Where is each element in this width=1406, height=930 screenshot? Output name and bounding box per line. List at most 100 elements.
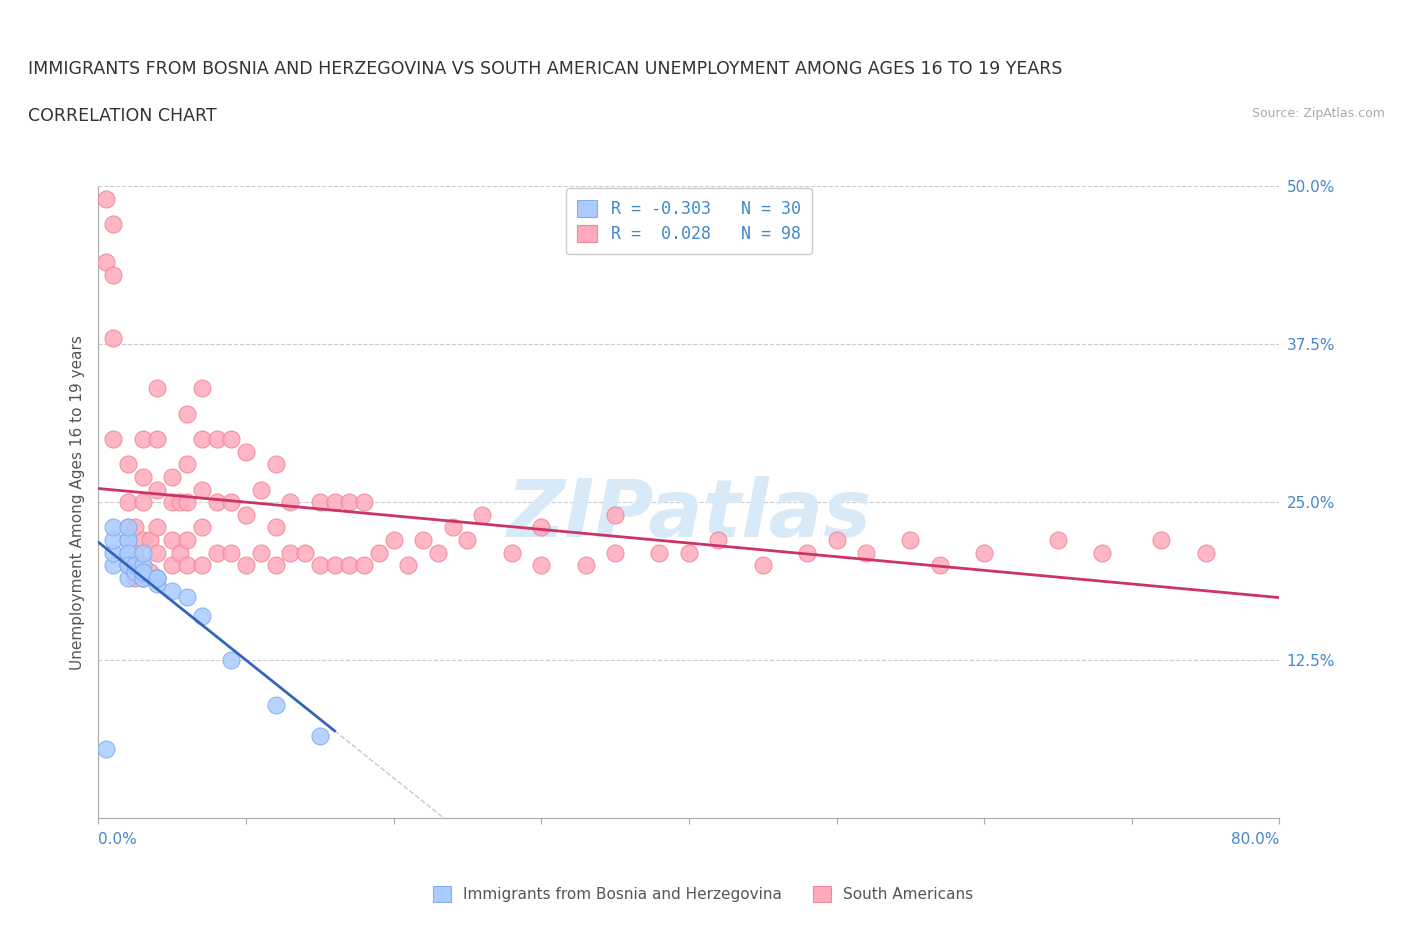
Point	[235, 558, 257, 573]
Point	[323, 495, 346, 510]
Point	[132, 565, 155, 579]
Point	[456, 533, 478, 548]
Point	[117, 520, 139, 535]
Point	[132, 558, 155, 573]
Point	[162, 495, 183, 510]
Point	[264, 457, 287, 472]
Point	[132, 565, 155, 579]
Text: CORRELATION CHART: CORRELATION CHART	[28, 107, 217, 125]
Point	[278, 495, 302, 510]
Point	[219, 495, 242, 510]
Point	[441, 520, 464, 535]
Point	[605, 545, 627, 560]
Point	[235, 508, 257, 523]
Text: ZIPatlas: ZIPatlas	[506, 476, 872, 554]
Point	[900, 533, 922, 548]
Point	[103, 545, 125, 560]
Point	[264, 520, 287, 535]
Point	[94, 741, 117, 756]
Point	[117, 520, 139, 535]
Point	[117, 545, 139, 560]
Point	[191, 381, 214, 396]
Point	[309, 558, 332, 573]
Point	[191, 608, 214, 623]
Point	[1150, 533, 1173, 548]
Point	[117, 545, 139, 560]
Point	[707, 533, 730, 548]
Point	[162, 583, 183, 598]
Point	[146, 571, 169, 586]
Point	[132, 571, 155, 586]
Point	[337, 558, 360, 573]
Point	[103, 432, 125, 446]
Point	[501, 545, 523, 560]
Point	[264, 558, 287, 573]
Point	[132, 558, 155, 573]
Point	[169, 545, 191, 560]
Point	[191, 558, 214, 573]
Point	[855, 545, 877, 560]
Y-axis label: Unemployment Among Ages 16 to 19 years: Unemployment Among Ages 16 to 19 years	[69, 335, 84, 670]
Text: 0.0%: 0.0%	[98, 832, 138, 847]
Point	[205, 495, 228, 510]
Point	[124, 545, 146, 560]
Point	[1046, 533, 1069, 548]
Point	[176, 495, 198, 510]
Point	[146, 482, 169, 497]
Point	[117, 533, 139, 548]
Point	[353, 495, 375, 510]
Point	[219, 432, 242, 446]
Point	[176, 406, 198, 421]
Point	[146, 577, 169, 591]
Text: IMMIGRANTS FROM BOSNIA AND HERZEGOVINA VS SOUTH AMERICAN UNEMPLOYMENT AMONG AGES: IMMIGRANTS FROM BOSNIA AND HERZEGOVINA V…	[28, 60, 1063, 78]
Point	[162, 558, 183, 573]
Point	[132, 571, 155, 586]
Point	[382, 533, 405, 548]
Point	[124, 571, 146, 586]
Point	[412, 533, 434, 548]
Point	[132, 470, 155, 485]
Point	[605, 508, 627, 523]
Point	[146, 381, 169, 396]
Point	[309, 729, 332, 744]
Point	[250, 482, 273, 497]
Point	[132, 545, 155, 560]
Point	[176, 457, 198, 472]
Point	[530, 558, 553, 573]
Point	[574, 558, 596, 573]
Point	[124, 565, 146, 579]
Point	[103, 558, 125, 573]
Point	[132, 432, 155, 446]
Legend: Immigrants from Bosnia and Herzegovina, South Americans: Immigrants from Bosnia and Herzegovina, …	[426, 880, 980, 909]
Point	[751, 558, 773, 573]
Point	[139, 565, 162, 579]
Point	[103, 330, 125, 345]
Point	[124, 558, 146, 573]
Point	[427, 545, 450, 560]
Point	[117, 495, 139, 510]
Point	[219, 653, 242, 668]
Point	[323, 558, 346, 573]
Point	[176, 558, 198, 573]
Point	[973, 545, 995, 560]
Point	[103, 217, 125, 232]
Point	[132, 495, 155, 510]
Point	[139, 533, 162, 548]
Point	[471, 508, 494, 523]
Legend: R = -0.303   N = 30, R =  0.028   N = 98: R = -0.303 N = 30, R = 0.028 N = 98	[565, 188, 813, 254]
Point	[205, 432, 228, 446]
Point	[117, 545, 139, 560]
Point	[117, 558, 139, 573]
Point	[103, 520, 125, 535]
Point	[678, 545, 700, 560]
Point	[117, 571, 139, 586]
Point	[94, 255, 117, 270]
Point	[191, 432, 214, 446]
Point	[825, 533, 848, 548]
Point	[117, 533, 139, 548]
Point	[146, 545, 169, 560]
Point	[176, 533, 198, 548]
Point	[146, 571, 169, 586]
Point	[294, 545, 316, 560]
Point	[278, 545, 302, 560]
